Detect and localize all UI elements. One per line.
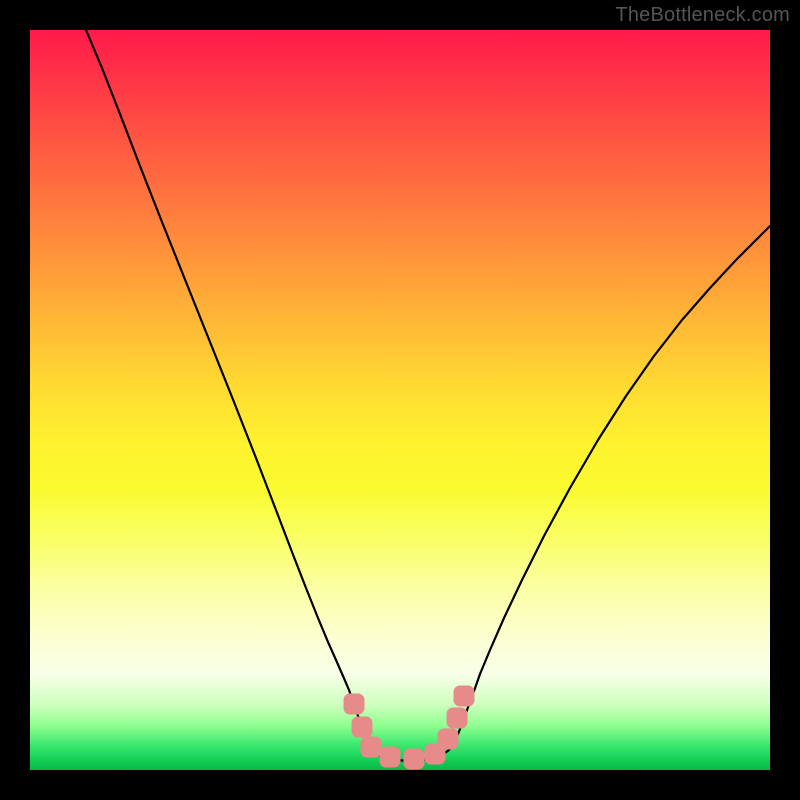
curve-markers (344, 686, 474, 769)
bottleneck-curve (86, 30, 770, 761)
chart-frame: TheBottleneck.com (0, 0, 800, 800)
watermark-text: TheBottleneck.com (615, 4, 790, 27)
chart-svg (30, 30, 770, 770)
plot-area (30, 30, 770, 770)
